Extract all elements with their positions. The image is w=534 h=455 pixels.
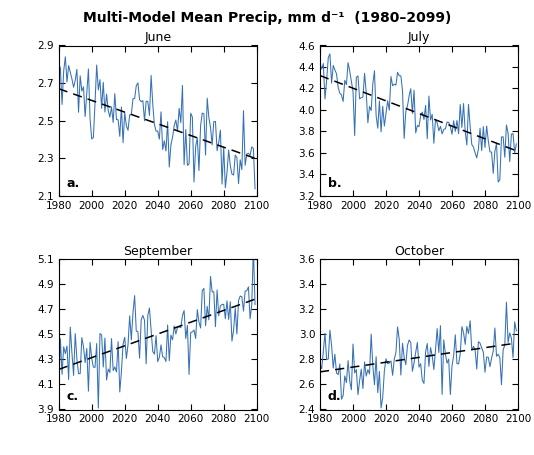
Text: b.: b. (328, 177, 342, 190)
Title: June: June (144, 31, 171, 44)
Text: d.: d. (328, 390, 342, 404)
Title: July: July (408, 31, 430, 44)
Text: Multi-Model Mean Precip, mm d⁻¹  (1980–2099): Multi-Model Mean Precip, mm d⁻¹ (1980–20… (83, 11, 451, 25)
Text: a.: a. (67, 177, 80, 190)
Title: September: September (123, 245, 192, 258)
Title: October: October (394, 245, 444, 258)
Text: c.: c. (67, 390, 79, 404)
